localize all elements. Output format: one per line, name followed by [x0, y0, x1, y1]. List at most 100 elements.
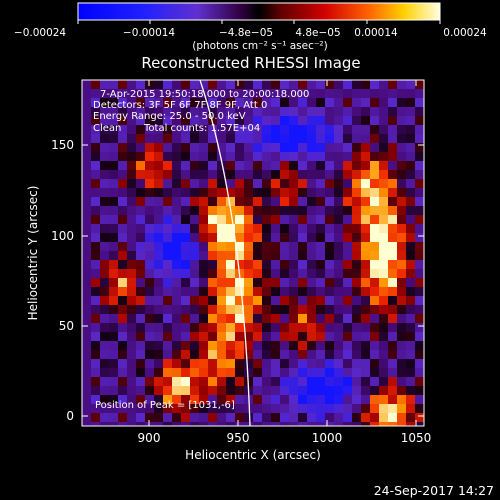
image-pixel — [136, 197, 146, 207]
image-pixel — [262, 134, 272, 144]
image-pixel — [91, 161, 101, 171]
image-pixel — [145, 269, 155, 279]
image-pixel — [100, 368, 110, 378]
image-pixel — [154, 404, 164, 414]
image-pixel — [397, 242, 407, 252]
image-pixel — [298, 161, 308, 171]
image-pixel — [271, 125, 281, 135]
image-pixel — [208, 80, 218, 90]
image-pixel — [154, 413, 164, 423]
image-pixel — [208, 242, 218, 252]
image-pixel — [334, 116, 344, 126]
image-pixel — [217, 269, 227, 279]
image-pixel — [334, 296, 344, 306]
image-pixel — [172, 206, 182, 216]
image-pixel — [136, 206, 146, 216]
image-pixel — [91, 269, 101, 279]
image-pixel — [118, 350, 128, 360]
image-pixel — [172, 296, 182, 306]
image-pixel — [91, 368, 101, 378]
image-pixel — [262, 188, 272, 198]
image-pixel — [82, 206, 92, 216]
image-pixel — [388, 143, 398, 153]
image-pixel — [127, 80, 137, 90]
image-pixel — [172, 368, 182, 378]
image-pixel — [118, 341, 128, 351]
image-pixel — [145, 386, 155, 396]
image-pixel — [217, 242, 227, 252]
image-pixel — [406, 161, 416, 171]
image-pixel — [289, 260, 299, 270]
image-pixel — [226, 134, 236, 144]
image-pixel — [388, 332, 398, 342]
image-pixel — [145, 368, 155, 378]
image-pixel — [415, 395, 424, 405]
image-pixel — [352, 206, 362, 216]
image-pixel — [280, 107, 290, 117]
image-pixel — [199, 422, 209, 426]
image-pixel — [118, 116, 128, 126]
image-pixel — [388, 260, 398, 270]
image-pixel — [307, 161, 317, 171]
image-pixel — [226, 386, 236, 396]
image-pixel — [145, 80, 155, 90]
image-pixel — [172, 260, 182, 270]
image-pixel — [316, 251, 326, 261]
image-pixel — [82, 368, 92, 378]
image-pixel — [91, 404, 101, 414]
image-pixel — [262, 395, 272, 405]
image-pixel — [190, 251, 200, 261]
image-pixel — [415, 206, 424, 216]
image-pixel — [172, 413, 182, 423]
image-pixel — [379, 80, 389, 90]
image-pixel — [226, 314, 236, 324]
image-pixel — [127, 404, 137, 414]
image-pixel — [289, 188, 299, 198]
image-pixel — [136, 170, 146, 180]
image-pixel — [415, 116, 424, 126]
image-pixel — [181, 413, 191, 423]
image-pixel — [343, 296, 353, 306]
image-pixel — [154, 323, 164, 333]
image-pixel — [208, 413, 218, 423]
image-pixel — [253, 152, 263, 162]
image-pixel — [352, 242, 362, 252]
image-pixel — [181, 260, 191, 270]
image-pixel — [262, 80, 272, 90]
image-pixel — [127, 188, 137, 198]
image-pixel — [316, 170, 326, 180]
image-pixel — [82, 161, 92, 171]
image-pixel — [235, 179, 245, 189]
image-pixel — [244, 98, 254, 108]
image-pixel — [244, 323, 254, 333]
image-pixel — [307, 278, 317, 288]
image-pixel — [82, 377, 92, 387]
image-pixel — [127, 323, 137, 333]
image-pixel — [316, 386, 326, 396]
image-pixel — [217, 377, 227, 387]
image-pixel — [172, 350, 182, 360]
image-pixel — [397, 404, 407, 414]
image-pixel — [415, 260, 424, 270]
image-pixel — [307, 386, 317, 396]
image-pixel — [289, 206, 299, 216]
image-pixel — [361, 413, 371, 423]
image-pixel — [280, 242, 290, 252]
image-pixel — [325, 341, 335, 351]
image-pixel — [352, 89, 362, 99]
image-pixel — [307, 98, 317, 108]
image-pixel — [307, 269, 317, 279]
image-pixel — [271, 287, 281, 297]
image-pixel — [271, 152, 281, 162]
image-pixel — [190, 341, 200, 351]
image-pixel — [415, 386, 424, 396]
image-pixel — [361, 359, 371, 369]
image-pixel — [253, 368, 263, 378]
image-pixel — [109, 89, 119, 99]
image-pixel — [91, 89, 101, 99]
image-pixel — [397, 395, 407, 405]
image-pixel — [361, 170, 371, 180]
image-pixel — [226, 161, 236, 171]
image-pixel — [271, 332, 281, 342]
image-pixel — [352, 179, 362, 189]
